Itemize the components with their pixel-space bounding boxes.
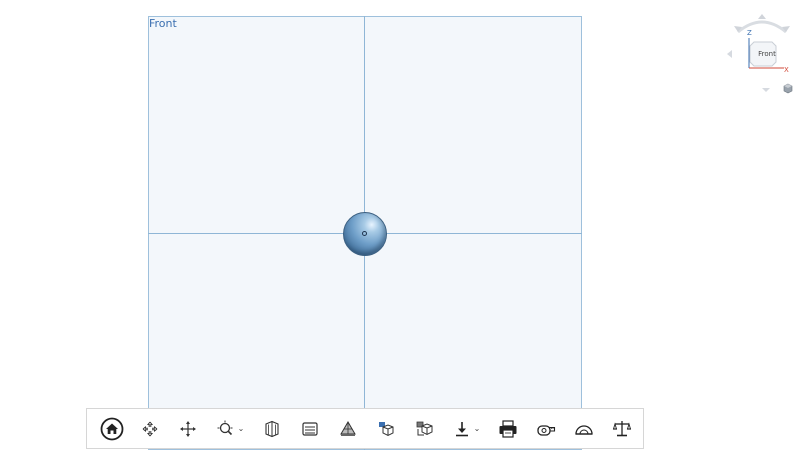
measure-surface-button[interactable]: [329, 410, 367, 448]
plane-label: Front: [149, 17, 177, 30]
surface-icon: [340, 420, 356, 436]
explode-icon: [416, 421, 433, 435]
bottom-toolbar: ⌄: [86, 408, 644, 449]
orbit-icon: [142, 421, 158, 436]
home-cube-icon: [783, 83, 793, 94]
rotate-up-arrow: [758, 14, 766, 19]
download-icon: [455, 421, 468, 436]
download-button[interactable]: ⌄: [443, 410, 489, 448]
cube-face-label[interactable]: Front: [758, 50, 776, 58]
pan-button[interactable]: [169, 410, 207, 448]
mass-properties-button[interactable]: [603, 410, 641, 448]
section-icon: [265, 420, 279, 437]
chevron-down-icon[interactable]: ⌄: [237, 424, 245, 433]
view-cube-graphic: [727, 14, 793, 94]
print-button[interactable]: [489, 410, 527, 448]
origin-marker: [362, 231, 367, 236]
cube-icon: [379, 421, 394, 436]
balance-icon: [612, 420, 632, 436]
zoom-icon: [217, 420, 233, 435]
chevron-down-icon[interactable]: ⌄: [473, 424, 481, 433]
measure-angle-button[interactable]: [565, 410, 603, 448]
protractor-icon: [575, 424, 593, 435]
orbit-button[interactable]: [131, 410, 169, 448]
print-icon: [499, 419, 517, 438]
layers-button[interactable]: [291, 410, 329, 448]
section-button[interactable]: [253, 410, 291, 448]
axis-x-label: X: [784, 66, 789, 74]
measure-length-button[interactable]: [527, 410, 565, 448]
home-icon: [100, 417, 124, 440]
rotate-left-arrow: [727, 50, 732, 58]
layers-icon: [302, 421, 318, 436]
view-cube[interactable]: Z X Front: [724, 12, 800, 98]
zoom-button[interactable]: ⌄: [207, 410, 253, 448]
home-view-button[interactable]: [93, 410, 131, 448]
axis-z-label: Z: [747, 29, 752, 37]
explode-button[interactable]: [405, 410, 443, 448]
pan-icon: [180, 420, 196, 437]
rotate-down-arrow: [762, 88, 770, 92]
view-cube-button[interactable]: [367, 410, 405, 448]
tape-measure-icon: [537, 424, 556, 436]
